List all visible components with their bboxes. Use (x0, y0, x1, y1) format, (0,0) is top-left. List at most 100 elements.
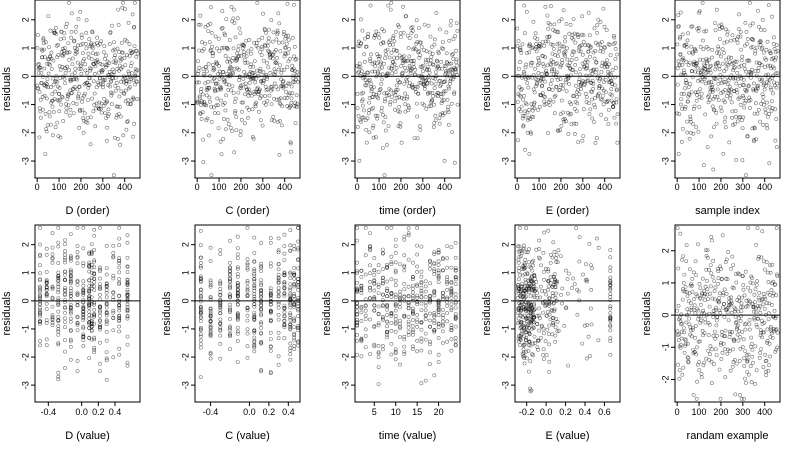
data-point (398, 121, 403, 126)
data-point (385, 279, 390, 284)
data-point (729, 295, 733, 300)
data-point (428, 311, 432, 316)
data-point (288, 276, 293, 280)
data-point (371, 92, 376, 97)
data-point (393, 320, 398, 325)
data-point (243, 81, 248, 86)
data-point (434, 74, 439, 79)
data-point (432, 318, 437, 323)
data-point (268, 240, 273, 245)
data-point (37, 106, 42, 111)
data-point (530, 108, 535, 113)
x-axis-label: D (order) (65, 205, 109, 217)
data-point (49, 85, 53, 90)
data-point (440, 323, 445, 328)
data-point (544, 313, 549, 318)
data-point (102, 50, 106, 55)
data-point (221, 137, 226, 141)
data-point (711, 333, 716, 338)
data-point (393, 349, 398, 354)
data-point (436, 280, 441, 285)
data-point (747, 317, 752, 322)
data-point (113, 76, 118, 80)
data-point (398, 292, 402, 297)
data-point (755, 86, 760, 91)
data-point (87, 37, 92, 42)
data-point (555, 128, 560, 133)
data-point (393, 317, 398, 322)
data-point (288, 305, 293, 310)
data-point (395, 56, 399, 61)
data-point (68, 254, 73, 258)
data-point (395, 87, 400, 92)
data-point (87, 251, 92, 256)
data-point (451, 37, 456, 42)
data-point (235, 266, 240, 271)
data-point (228, 328, 232, 333)
data-point (38, 292, 42, 297)
data-point (245, 267, 250, 272)
data-point (75, 315, 80, 320)
data-point (50, 92, 55, 96)
data-point (517, 244, 522, 249)
data-point (687, 316, 692, 321)
data-point (218, 281, 223, 286)
data-point (547, 342, 552, 347)
data-point (121, 74, 126, 79)
data-point (419, 381, 424, 386)
data-point (714, 305, 719, 310)
data-point (92, 347, 97, 352)
data-point (280, 104, 285, 109)
data-point (74, 24, 79, 29)
data-point (76, 96, 81, 101)
data-point (755, 279, 759, 284)
data-point (449, 323, 454, 327)
data-point (676, 362, 681, 367)
data-point (712, 329, 717, 334)
data-point (677, 62, 682, 67)
data-point (223, 79, 228, 83)
data-point (428, 266, 432, 271)
data-point (106, 107, 111, 112)
data-point (355, 312, 360, 317)
data-point (132, 122, 137, 126)
data-point (428, 318, 432, 323)
data-point (425, 81, 430, 85)
data-point (738, 305, 743, 310)
data-point (754, 368, 759, 373)
data-point (228, 308, 232, 313)
data-point (766, 311, 771, 316)
data-point (68, 339, 73, 344)
data-point (608, 306, 613, 311)
data-point (362, 108, 366, 113)
data-point (245, 225, 250, 230)
data-point (296, 340, 301, 345)
data-point (563, 49, 568, 54)
data-point (695, 379, 700, 384)
data-point (580, 341, 585, 346)
y-tick-label: 0 (20, 74, 30, 79)
data-point (762, 87, 767, 92)
data-point (98, 318, 102, 323)
data-point (385, 335, 390, 340)
data-point (517, 277, 521, 282)
data-point (686, 341, 690, 346)
data-point (714, 347, 718, 352)
data-point (417, 124, 422, 129)
data-point (530, 311, 535, 316)
data-point (746, 285, 751, 290)
data-point (296, 225, 301, 230)
data-point (402, 298, 407, 303)
data-point (50, 304, 55, 309)
data-point (389, 313, 394, 318)
data-point (423, 317, 428, 322)
data-point (380, 247, 385, 252)
data-point (591, 82, 596, 86)
data-point (208, 308, 213, 313)
data-point (758, 40, 763, 44)
data-point (540, 83, 545, 88)
data-point (245, 306, 250, 311)
data-point (404, 68, 409, 73)
data-point (764, 47, 769, 52)
data-point (393, 29, 398, 34)
